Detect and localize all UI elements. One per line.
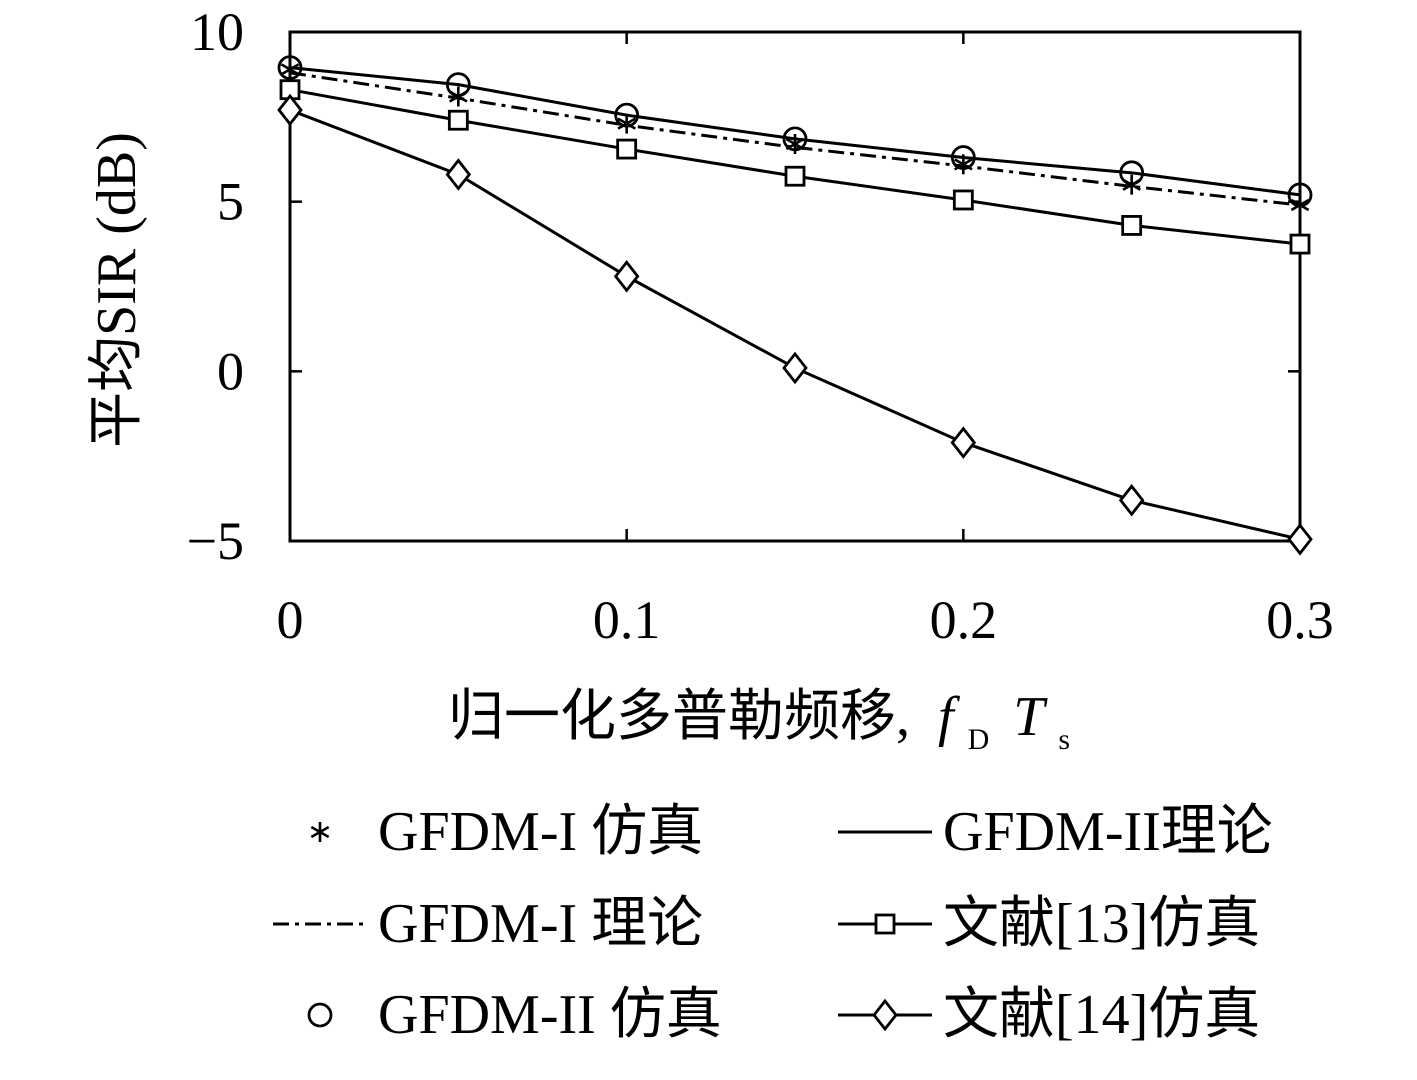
axes: 0 0.1 0.2 0.3 10 5 0 −5 xyxy=(187,2,1334,650)
x-tick-label: 0.1 xyxy=(593,590,661,650)
y-axis-label: 平均SIR (dB) xyxy=(86,132,148,448)
data-point xyxy=(782,126,808,152)
legend-label: GFDM-II 仿真 xyxy=(378,984,722,1046)
x-tick-label: 0.3 xyxy=(1266,590,1334,650)
x-axis-label-text: 归一化多普勒频移, xyxy=(448,686,910,748)
x-tick-label: 0.2 xyxy=(930,590,998,650)
data-point xyxy=(614,102,640,128)
data-point xyxy=(784,165,806,187)
legend-item: GFDM-I 仿真 xyxy=(310,801,703,863)
series-line xyxy=(289,66,1301,197)
series-1 xyxy=(289,66,1301,197)
legend-item: GFDM-II理论 xyxy=(838,801,1273,863)
plot-frame xyxy=(288,30,1302,543)
legend-marker xyxy=(874,913,896,935)
legend-label: GFDM-II理论 xyxy=(943,801,1273,863)
y-tick-label: 5 xyxy=(217,172,244,232)
data-point xyxy=(952,189,974,211)
series-4 xyxy=(277,55,1313,208)
legend-label: GFDM-I 仿真 xyxy=(378,801,703,863)
data-point xyxy=(782,351,808,385)
series-line xyxy=(289,71,1301,207)
series-layer xyxy=(277,55,1313,556)
legend-marker xyxy=(307,1002,333,1028)
legend-item: GFDM-I 理论 xyxy=(273,893,703,955)
data-point xyxy=(277,93,303,127)
data-point xyxy=(1287,182,1313,208)
data-point xyxy=(445,72,471,97)
series-2 xyxy=(289,71,1301,207)
series-3 xyxy=(279,79,1311,255)
data-point xyxy=(613,260,640,293)
data-point xyxy=(445,158,472,191)
y-tick-label: −5 xyxy=(187,511,244,571)
data-point xyxy=(1287,523,1313,556)
data-point xyxy=(277,55,303,81)
data-point xyxy=(616,138,638,160)
legend-item: GFDM-II 仿真 xyxy=(307,984,722,1046)
y-tick-label: 10 xyxy=(190,2,244,62)
series-5 xyxy=(277,93,1313,556)
data-point xyxy=(1118,484,1145,517)
data-point xyxy=(1121,215,1143,236)
legend-label: 文献[13]仿真 xyxy=(943,893,1260,955)
legend-label: GFDM-I 理论 xyxy=(378,893,703,955)
legend: GFDM-I 仿真 GFDM-II理论 GFDM-I 理论 文献[13]仿真 GFDM-… xyxy=(273,801,1273,1046)
data-point xyxy=(1289,233,1311,255)
data-point xyxy=(950,426,977,459)
legend-marker xyxy=(872,998,898,1032)
y-tick-label: 0 xyxy=(217,341,244,401)
data-point xyxy=(617,113,636,134)
x-axis-label: 归一化多普勒频移, f D T s xyxy=(448,686,1070,762)
legend-label: 文献[14]仿真 xyxy=(943,984,1260,1046)
x-tick-label: 0 xyxy=(277,590,304,650)
data-point xyxy=(1119,160,1145,186)
legend-marker xyxy=(310,822,330,842)
legend-item: 文献[13]仿真 xyxy=(838,893,1260,955)
data-point xyxy=(950,145,976,170)
legend-item: 文献[14]仿真 xyxy=(838,984,1260,1046)
data-point xyxy=(447,109,469,131)
